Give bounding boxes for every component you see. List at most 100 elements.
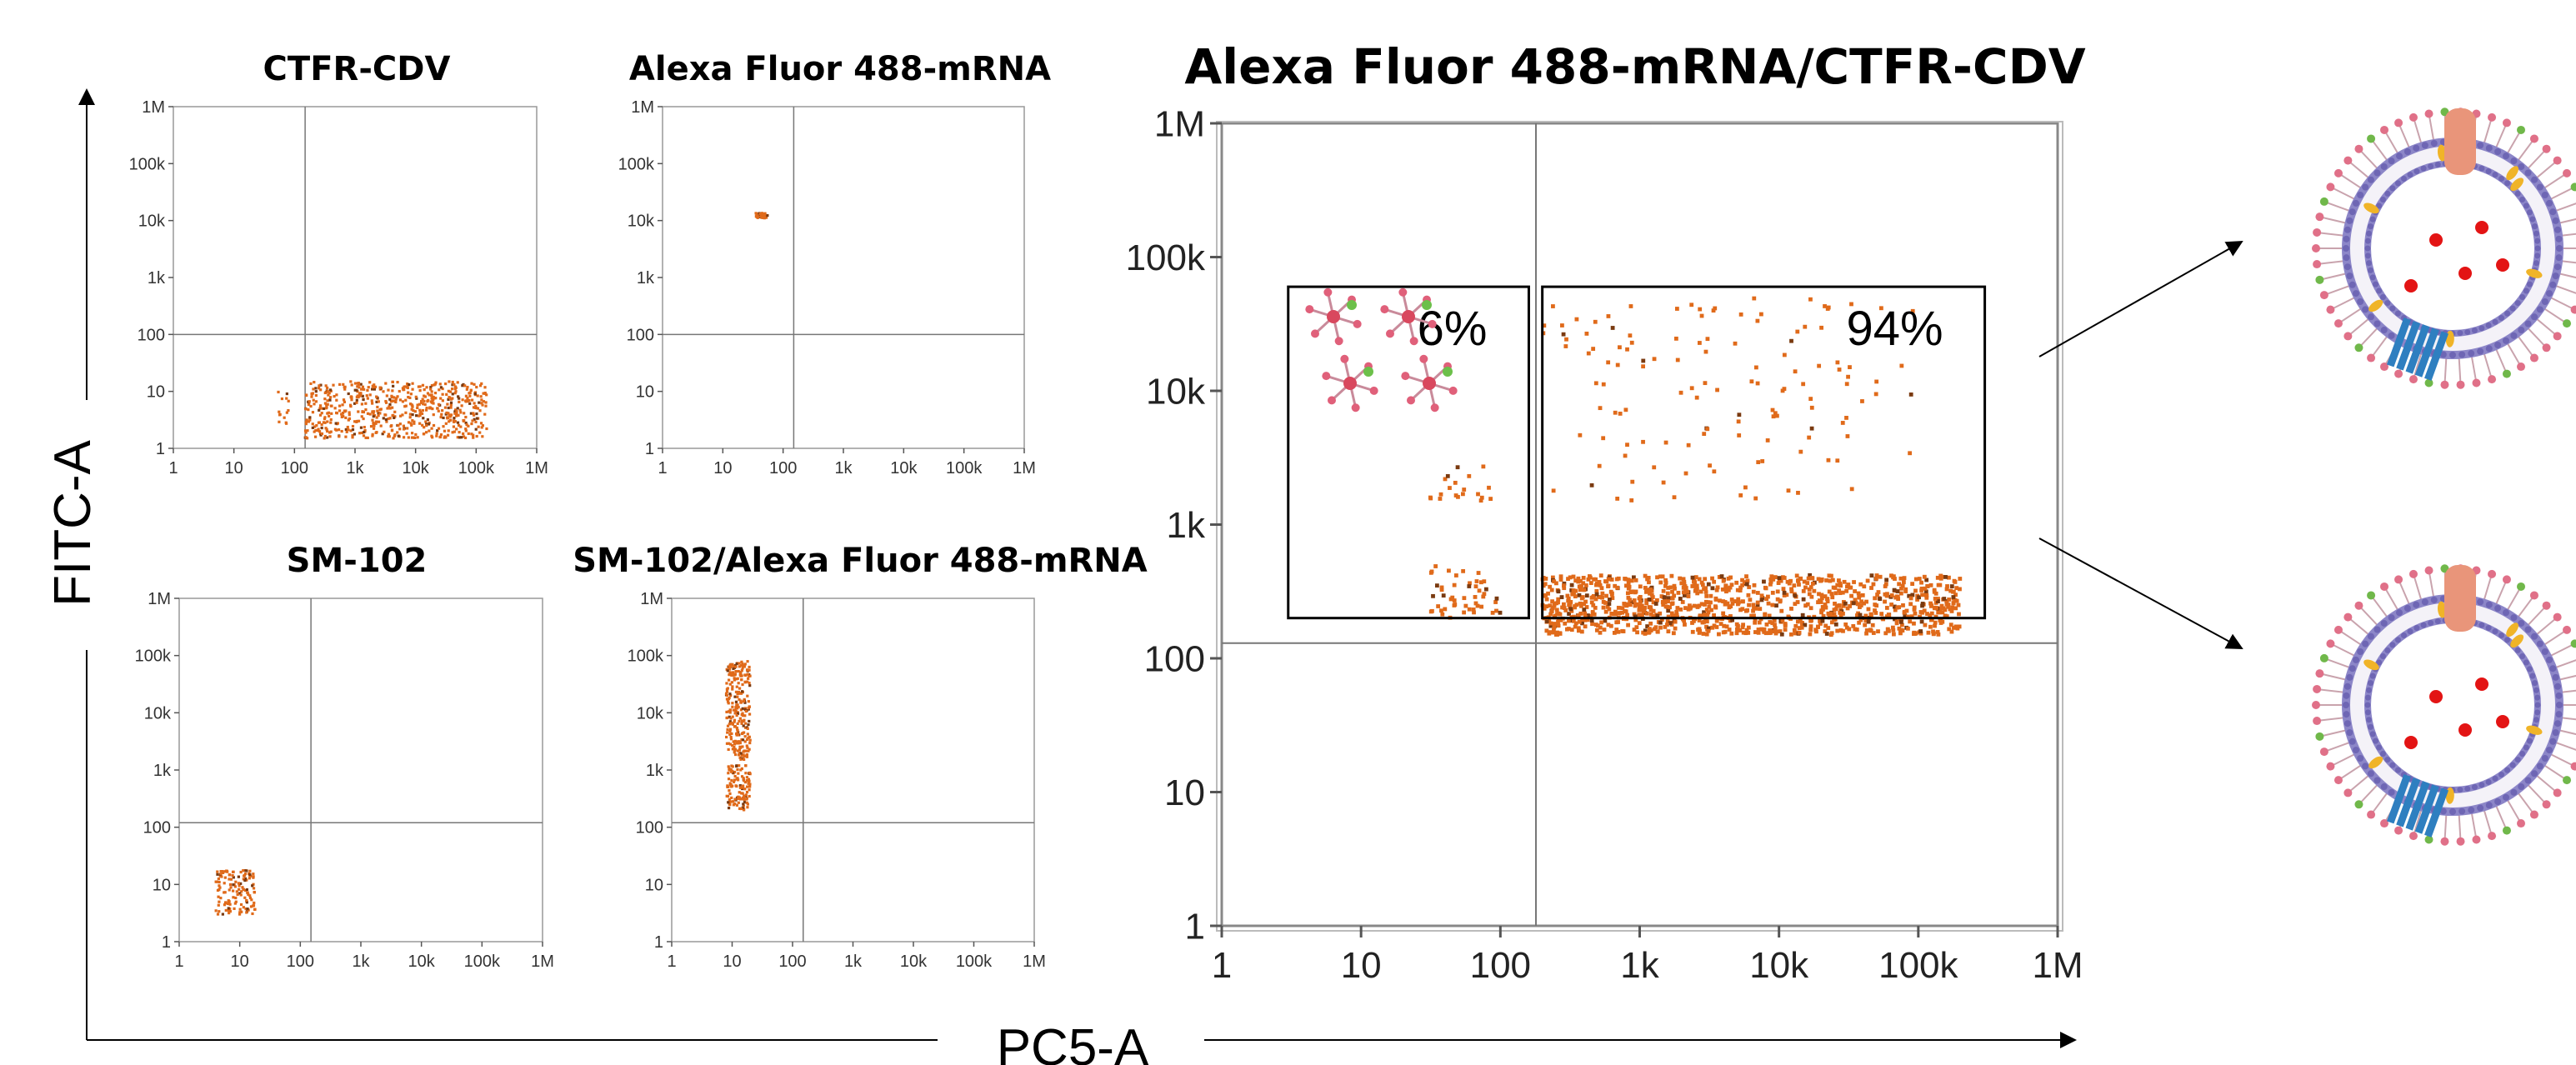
data-point [436,407,439,410]
data-point [726,724,730,728]
data-point [428,393,431,397]
data-point [1944,600,1949,605]
data-point [438,388,441,392]
data-point [738,764,741,768]
data-point [1809,405,1814,410]
data-point [1823,623,1828,628]
data-point [221,871,225,875]
x-tick-label: 1 [667,952,676,971]
data-point [1640,612,1644,618]
data-point [1714,625,1719,629]
data-point [1452,582,1457,588]
data-point [1577,592,1582,598]
data-point [1583,618,1588,622]
data-point [338,404,342,408]
data-point [1637,612,1642,618]
data-point [396,395,399,398]
x-tick-label: 100 [1470,945,1531,986]
data-point [1738,585,1743,590]
data-point [408,416,412,419]
data-point [1868,612,1873,617]
data-point [383,430,386,433]
data-point [1467,584,1472,588]
population-percent: 94% [1846,302,1943,356]
data-point [439,397,443,400]
data-point [728,768,731,772]
data-point [465,399,468,402]
data-point [1748,598,1753,602]
data-point [470,432,473,436]
data-point [341,412,345,415]
data-point [1494,596,1499,601]
data-point [737,682,740,685]
data-point [1771,577,1776,582]
data-point [353,382,358,385]
data-point [337,428,341,432]
data-point [735,713,738,718]
data-point [378,412,382,415]
data-point [453,382,456,387]
data-point [738,719,741,723]
data-point [1606,622,1611,628]
data-point [1573,578,1578,583]
data-point [308,416,312,419]
data-point [1604,579,1609,584]
data-point [394,400,398,404]
data-point [229,878,233,881]
data-point [1864,631,1868,636]
data-point [745,738,749,742]
data-point [1653,602,1658,606]
data-point [374,422,378,425]
data-point [728,722,731,726]
data-point [390,424,393,428]
data-point [1712,579,1717,584]
data-point [1730,618,1735,622]
data-point [1753,496,1758,501]
data-point [1672,495,1677,500]
data-point [1852,580,1856,584]
data-point [1894,619,1899,624]
data-point [1770,602,1775,608]
data-point [448,413,451,417]
data-point [1808,397,1813,402]
data-point [1714,588,1719,592]
data-point [1838,583,1843,588]
data-point [1703,602,1707,607]
data-point [393,416,396,419]
data-point [464,415,468,419]
data-point [1740,625,1745,630]
data-point [420,412,424,416]
data-point [1892,588,1897,592]
data-point [747,782,750,785]
data-point [1818,600,1823,604]
data-point [437,427,441,430]
data-point [1699,313,1704,318]
data-point [1745,578,1750,583]
data-point [253,908,257,911]
data-point [1929,618,1934,622]
data-point [430,390,433,393]
x-tick-label: 100k [1878,945,1958,986]
data-point [1484,587,1488,592]
data-point [411,382,414,385]
data-point [731,662,734,666]
data-point [733,678,736,682]
data-point [1949,609,1954,613]
data-point [739,701,743,704]
data-point [725,710,728,714]
data-point [1943,575,1948,579]
data-point [726,731,729,734]
data-point [333,407,337,410]
data-point [251,884,254,888]
data-point [1461,568,1466,573]
data-point [747,677,750,680]
data-point [233,885,237,888]
y-tick-label: 10k [637,704,664,722]
data-point [741,714,745,718]
data-point [733,712,737,715]
data-point [475,434,478,438]
data-point [1898,591,1903,596]
data-point [738,741,742,745]
data-point [1715,585,1720,590]
